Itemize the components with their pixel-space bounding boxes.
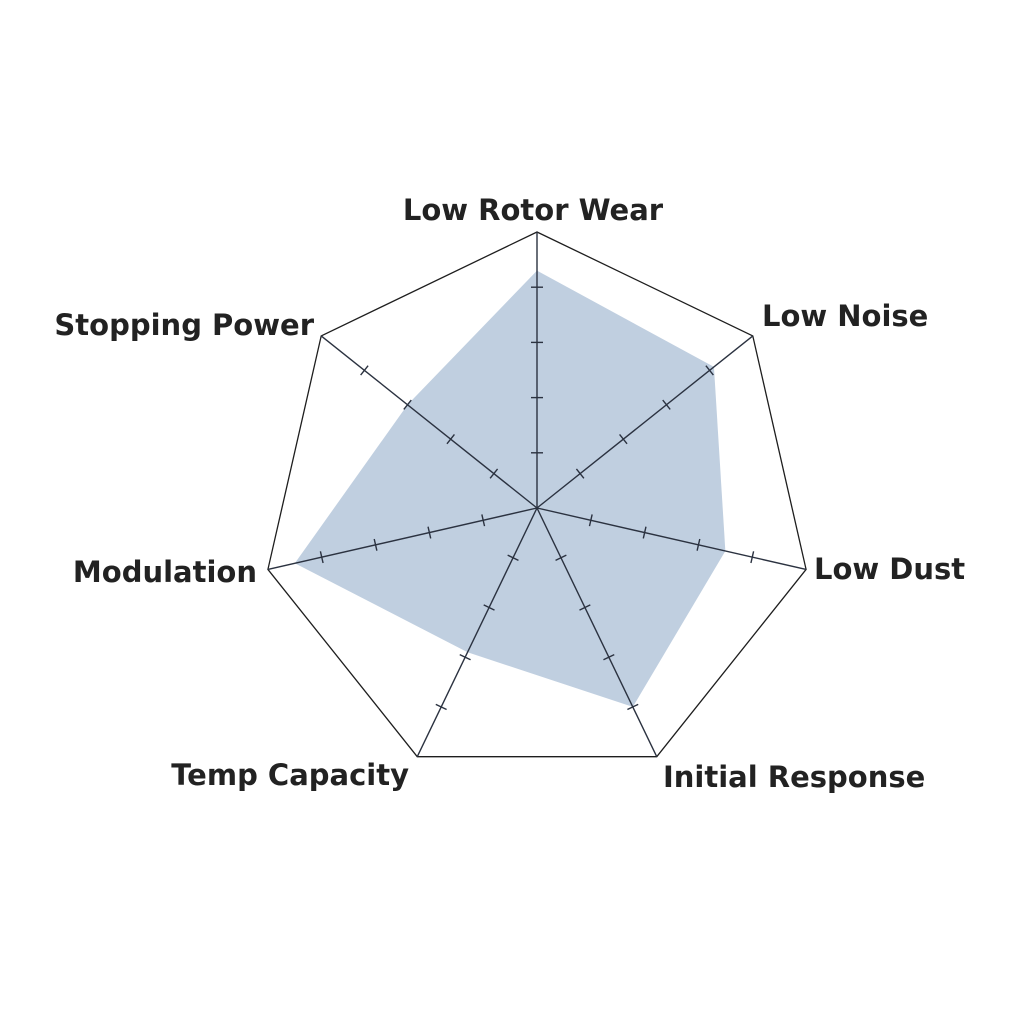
axis-tick xyxy=(619,434,628,445)
axis-tick xyxy=(373,538,378,551)
axis-tick xyxy=(750,551,755,564)
axis-label: Initial Response xyxy=(663,760,925,794)
axis-tick xyxy=(435,703,447,711)
axis-tick xyxy=(705,365,714,376)
axis-label: Modulation xyxy=(73,555,257,589)
axis-tick xyxy=(642,526,647,539)
axis-tick xyxy=(579,604,591,611)
axis-label: Stopping Power xyxy=(54,308,314,342)
axis-tick xyxy=(483,604,495,611)
axis-tick xyxy=(575,468,585,479)
axis-tick xyxy=(427,526,432,539)
axis-tick xyxy=(555,554,567,561)
axis-label: Low Rotor Wear xyxy=(403,193,664,227)
axis-label: Temp Capacity xyxy=(171,758,409,792)
axis-label: Low Dust xyxy=(814,552,965,586)
axis-tick xyxy=(603,653,615,661)
axis-tick xyxy=(319,551,324,564)
axis-5 xyxy=(267,507,538,571)
axis-tick xyxy=(403,399,412,410)
axis-tick xyxy=(507,554,519,561)
axis-6 xyxy=(320,335,538,509)
axis-tick xyxy=(459,653,471,661)
axis-4 xyxy=(416,507,538,757)
axis-tick xyxy=(662,399,671,410)
axis-tick xyxy=(481,514,486,527)
axis-tick xyxy=(627,703,639,711)
outer-frame xyxy=(267,231,807,758)
axis-tick xyxy=(696,538,701,551)
axis-tick xyxy=(489,468,499,479)
axis-2 xyxy=(536,507,807,571)
axis-label: Low Noise xyxy=(762,299,928,333)
axis-3 xyxy=(536,507,658,757)
axis-1 xyxy=(536,335,754,509)
axis-tick xyxy=(446,434,455,445)
axis-tick xyxy=(360,365,369,376)
data-area xyxy=(294,270,726,707)
axis-tick xyxy=(588,514,593,527)
